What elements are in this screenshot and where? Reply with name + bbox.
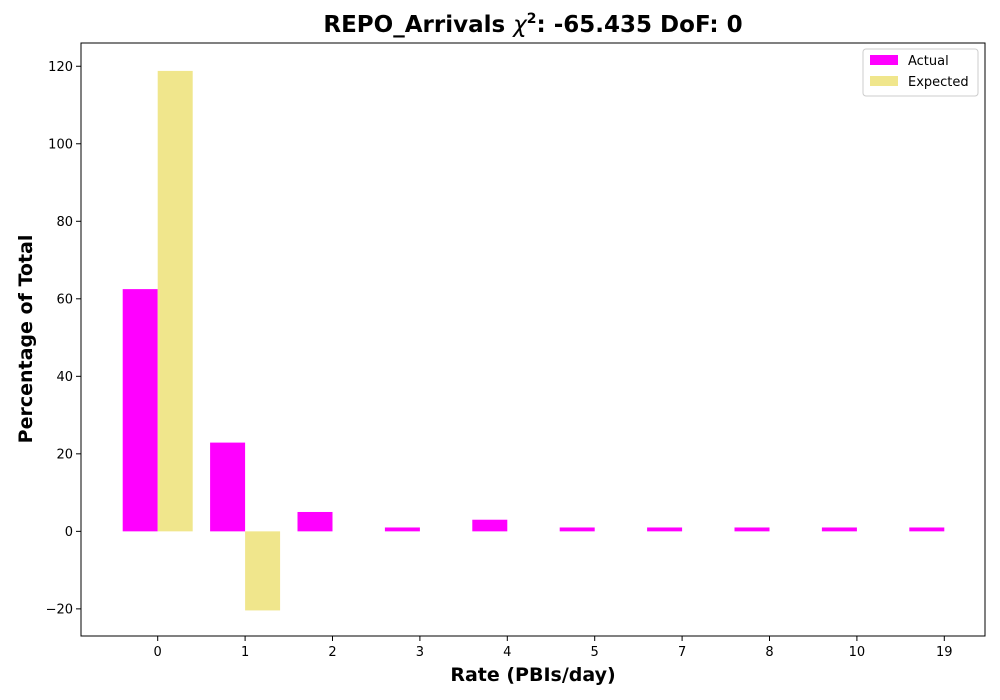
bar-actual-3 bbox=[384, 527, 420, 532]
bar-actual-5 bbox=[559, 527, 595, 532]
y-tick-label: 120 bbox=[48, 60, 73, 75]
legend: Actual Expected bbox=[862, 48, 979, 97]
x-tick-label: 10 bbox=[849, 645, 866, 660]
y-tick-label: 100 bbox=[48, 137, 73, 152]
y-tick-label: 40 bbox=[56, 370, 73, 385]
y-axis-ticks: −20 0 20 40 60 80 100 120 bbox=[46, 60, 81, 617]
y-tick-label: −20 bbox=[46, 602, 73, 617]
y-tick-label: 60 bbox=[56, 292, 73, 307]
bar-actual-1 bbox=[210, 442, 246, 532]
bar-expected-1 bbox=[245, 531, 281, 611]
x-tick-label: 2 bbox=[328, 645, 336, 660]
legend-label-actual: Actual bbox=[908, 54, 949, 69]
bar-actual-8 bbox=[734, 527, 770, 532]
x-tick-label: 1 bbox=[241, 645, 249, 660]
bar-actual-7 bbox=[647, 527, 683, 532]
x-tick-label: 8 bbox=[765, 645, 773, 660]
bar-actual-10 bbox=[821, 527, 857, 532]
x-tick-label: 3 bbox=[416, 645, 424, 660]
x-tick-label: 0 bbox=[154, 645, 162, 660]
x-axis-ticks: 0 1 2 3 4 5 7 8 10 19 bbox=[154, 636, 953, 660]
plot-frame bbox=[80, 42, 986, 637]
bar-actual-4 bbox=[472, 519, 508, 532]
y-tick-label: 20 bbox=[56, 447, 73, 462]
legend-label-expected: Expected bbox=[908, 75, 969, 90]
chart-title: REPO_Arrivals χ2: -65.435 DoF: 0 bbox=[323, 11, 742, 38]
bars-group bbox=[122, 70, 945, 611]
y-tick-label: 80 bbox=[56, 215, 73, 230]
y-axis-label: Percentage of Total bbox=[15, 235, 37, 444]
x-tick-label: 4 bbox=[503, 645, 511, 660]
y-tick-label: 0 bbox=[65, 525, 73, 540]
x-tick-label: 7 bbox=[678, 645, 686, 660]
bar-expected-0 bbox=[157, 70, 193, 532]
legend-swatch-actual bbox=[870, 55, 898, 65]
legend-swatch-expected bbox=[870, 76, 898, 86]
bar-actual-0 bbox=[122, 289, 158, 532]
x-axis-label: Rate (PBIs/day) bbox=[450, 664, 615, 686]
x-tick-label: 19 bbox=[936, 645, 953, 660]
bar-actual-2 bbox=[297, 511, 333, 532]
bar-actual-19 bbox=[909, 527, 945, 532]
x-tick-label: 5 bbox=[591, 645, 599, 660]
